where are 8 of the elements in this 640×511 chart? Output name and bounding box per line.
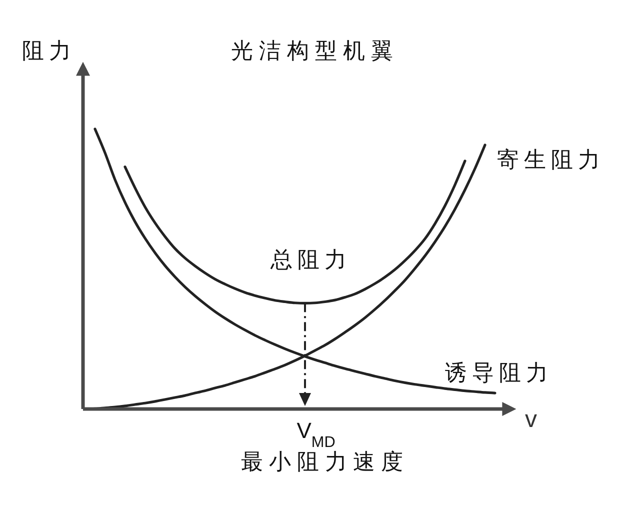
text: V$_{MD}$ (296, 418, 336, 450)
text: 最小阻力速度 (241, 450, 409, 475)
series-label: 诱导阻力 (445, 361, 553, 386)
chart-title: 光洁构型机翼 (231, 39, 399, 64)
y-axis-title: 阻力 (22, 38, 76, 66)
x-axis-title: v (525, 406, 537, 434)
series-label: 寄生阻力 (497, 148, 605, 173)
series-label: 总阻力 (270, 248, 352, 273)
